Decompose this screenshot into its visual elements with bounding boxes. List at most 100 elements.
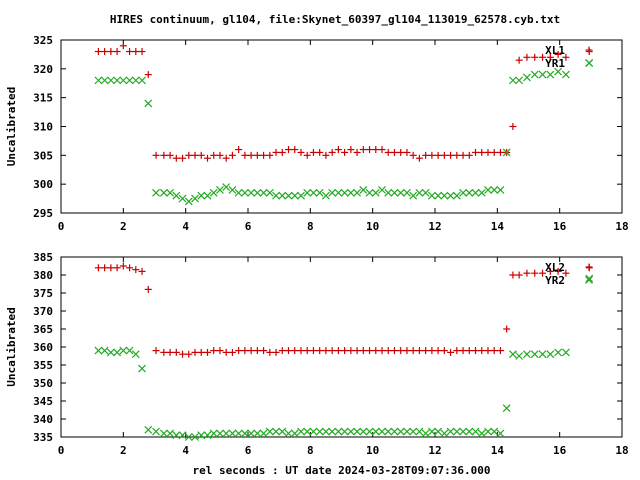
data-point: [138, 76, 146, 85]
data-point: [472, 148, 480, 156]
data-point: [538, 70, 547, 79]
data-point: [447, 151, 455, 159]
legend-marker: [585, 46, 593, 54]
data-point: [321, 191, 330, 200]
data-point: [396, 427, 405, 436]
data-point: [585, 274, 594, 283]
data-point: [490, 186, 499, 194]
data-point: [303, 188, 312, 197]
y-tick-label: 360: [33, 341, 53, 354]
data-point: [440, 151, 448, 159]
data-point: [523, 73, 531, 82]
data-point: [447, 348, 455, 356]
data-point: [297, 148, 305, 156]
data-point: [334, 146, 342, 154]
y-tick-label: 325: [33, 34, 53, 47]
data-point: [228, 348, 236, 356]
data-point: [378, 347, 386, 355]
data-point: [297, 347, 305, 355]
data-point: [515, 56, 523, 64]
data-point: [427, 191, 436, 200]
data-point: [446, 427, 455, 436]
data-point: [496, 186, 505, 194]
data-point: [94, 48, 102, 56]
data-point: [546, 53, 554, 61]
data-point: [228, 186, 237, 194]
data-point: [322, 151, 330, 159]
data-point: [328, 148, 336, 156]
data-point: [484, 186, 492, 194]
data-point: [284, 429, 293, 438]
data-point: [203, 348, 211, 356]
x-tick-label: 18: [615, 220, 628, 233]
data-point: [465, 151, 473, 159]
data-point: [272, 191, 280, 200]
y-tick-label: 365: [33, 323, 53, 336]
data-point: [465, 188, 474, 197]
data-point: [315, 427, 324, 436]
data-point: [241, 151, 249, 159]
data-point: [138, 48, 146, 56]
data-point: [554, 348, 563, 357]
data-point: [216, 151, 224, 159]
data-point: [166, 188, 175, 197]
data-point: [502, 404, 511, 413]
data-point: [472, 347, 480, 355]
legend-label: XL2: [545, 261, 565, 274]
data-point: [184, 197, 193, 206]
data-point: [131, 76, 140, 85]
legend-marker: [585, 276, 593, 284]
data-point: [125, 346, 134, 355]
data-point: [372, 146, 380, 154]
data-point: [126, 48, 134, 56]
data-point: [434, 347, 442, 355]
data-point: [546, 70, 555, 79]
data-point: [403, 347, 411, 355]
data-point: [191, 433, 199, 441]
data-point: [384, 188, 393, 197]
data-point: [172, 154, 180, 162]
data-point: [440, 429, 449, 438]
y-tick-label: 340: [33, 413, 53, 426]
data-point: [222, 183, 231, 191]
data-point: [530, 350, 539, 359]
data-point: [184, 433, 193, 441]
data-point: [228, 429, 237, 438]
data-point: [222, 429, 231, 438]
data-point: [278, 148, 286, 156]
data-point: [415, 188, 424, 197]
data-point: [440, 191, 449, 200]
x-tick-label: 14: [491, 444, 505, 457]
data-point: [427, 427, 436, 436]
data-point: [100, 76, 109, 85]
y-tick-label: 380: [33, 269, 53, 282]
data-point: [278, 191, 287, 200]
data-point: [428, 151, 436, 159]
data-point: [371, 188, 380, 197]
y-tick-label: 320: [33, 63, 53, 76]
y-tick-label: 300: [33, 178, 53, 191]
data-point: [515, 76, 524, 85]
data-point: [247, 429, 256, 438]
data-point: [297, 191, 305, 200]
data-point: [278, 347, 286, 355]
data-point: [422, 151, 430, 159]
data-point: [359, 427, 368, 436]
data-point: [94, 76, 103, 85]
data-point: [421, 188, 430, 197]
data-point: [185, 350, 193, 358]
data-point: [247, 188, 256, 197]
x-tick-label: 18: [615, 444, 628, 457]
data-point: [478, 347, 486, 355]
data-point: [315, 188, 324, 197]
data-point: [107, 264, 115, 272]
data-point: [266, 348, 274, 356]
data-point: [415, 347, 423, 355]
data-point: [235, 146, 243, 154]
y-tick-label: 345: [33, 395, 53, 408]
data-point: [503, 325, 511, 333]
data-point: [178, 431, 187, 440]
data-point: [465, 347, 473, 355]
y-axis-label: Uncalibrated: [5, 87, 18, 166]
lower-plot-panel: 0 2 4 6 8 10 12 14 16 18 335 340 345 350 355 360 365 370 3…: [5, 251, 629, 477]
